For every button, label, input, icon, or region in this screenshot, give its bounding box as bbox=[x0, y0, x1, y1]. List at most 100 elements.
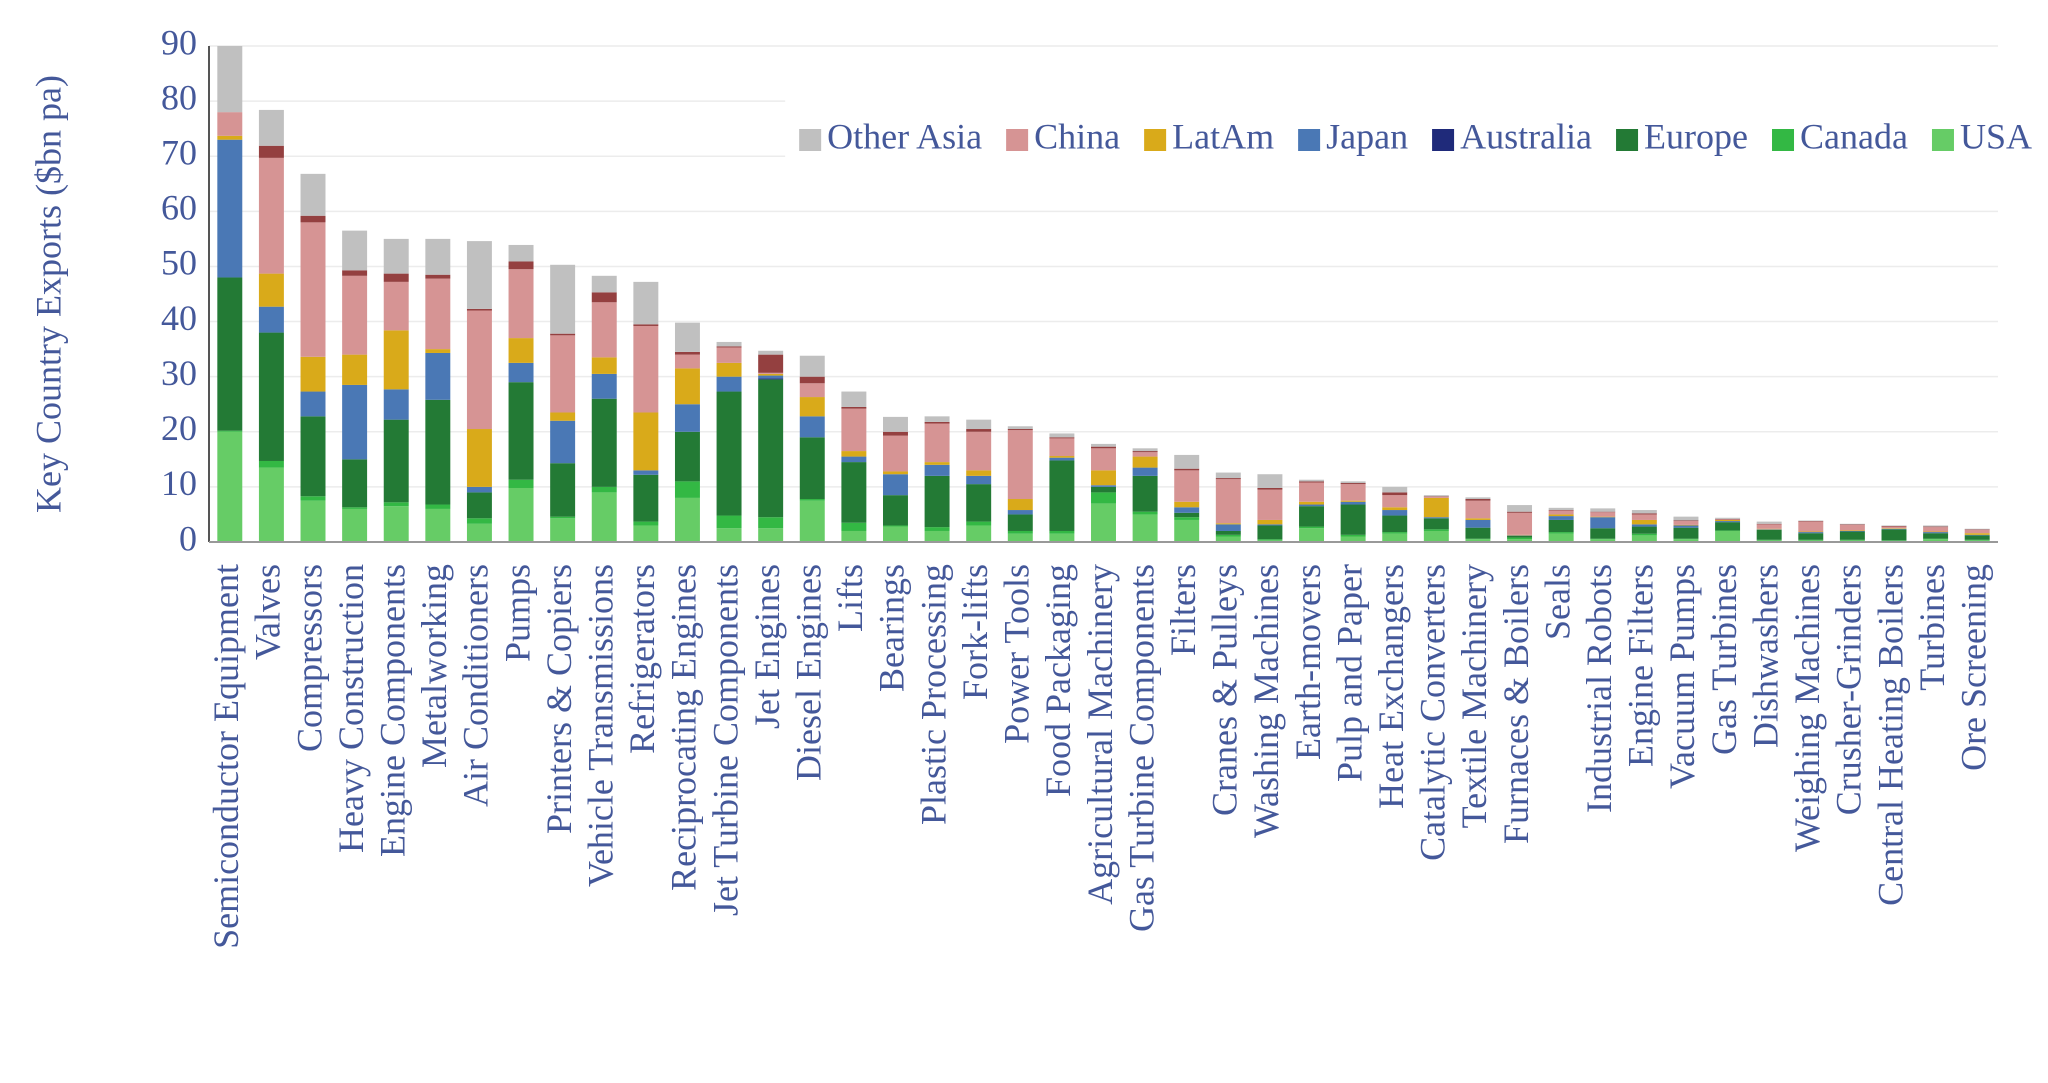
bar-segment bbox=[217, 139, 243, 278]
bar-segment bbox=[924, 527, 950, 531]
x-tick-label: Crusher-Grinders bbox=[1829, 564, 1869, 815]
bar-segment bbox=[1257, 539, 1283, 541]
x-tick-label: Compressors bbox=[289, 564, 329, 752]
bar-segment bbox=[383, 389, 409, 420]
x-tick-label: Furnaces & Boilers bbox=[1496, 564, 1536, 844]
bar-segment bbox=[1340, 501, 1366, 505]
bar-segment bbox=[1923, 526, 1949, 528]
bar-segment bbox=[882, 526, 908, 542]
bar-segment bbox=[924, 421, 950, 424]
bar-segment bbox=[1923, 525, 1949, 527]
bar-segment bbox=[1756, 529, 1782, 540]
bar-segment bbox=[1798, 521, 1824, 532]
bar-segment bbox=[1465, 500, 1491, 519]
bar-segment bbox=[466, 518, 492, 524]
bar-segment bbox=[1631, 533, 1657, 536]
x-tick-label: Catalytic Converters bbox=[1413, 564, 1453, 861]
bar-segment bbox=[1839, 524, 1865, 531]
bar-segment bbox=[1091, 485, 1116, 487]
bar-segment bbox=[466, 486, 492, 493]
bar-segment bbox=[1507, 537, 1533, 540]
bar-segment bbox=[1673, 524, 1699, 526]
legend-label: LatAm bbox=[1172, 116, 1274, 156]
bar-segment bbox=[1299, 506, 1325, 527]
bar-segment bbox=[1340, 536, 1366, 542]
bar-segment bbox=[508, 338, 534, 363]
bar-segment bbox=[1673, 539, 1699, 542]
bar-segment bbox=[1631, 510, 1657, 514]
bar-segment bbox=[300, 215, 326, 223]
bar-segment bbox=[1964, 534, 1990, 536]
bar-segment bbox=[1132, 514, 1158, 542]
bar-segment bbox=[674, 431, 700, 482]
bar-segment bbox=[1798, 531, 1824, 533]
bar-segment bbox=[1673, 527, 1699, 539]
bar-segment bbox=[1964, 535, 1990, 540]
bar-segment bbox=[758, 372, 784, 374]
x-tick-label: Pulp and Paper bbox=[1329, 564, 1369, 782]
bar-segment bbox=[1548, 510, 1574, 511]
bar-segment bbox=[1548, 532, 1574, 534]
bar-segment bbox=[674, 354, 700, 369]
x-tick-label: Vehicle Transmissions bbox=[581, 564, 621, 887]
bar-segment bbox=[466, 241, 492, 309]
legend-swatch bbox=[1144, 129, 1167, 151]
bar-segment bbox=[1382, 492, 1408, 496]
bar-segment bbox=[1881, 529, 1907, 541]
bar-segment bbox=[1715, 530, 1741, 542]
bar-segment bbox=[716, 346, 742, 348]
x-tick-label: Diesel Engines bbox=[789, 564, 829, 781]
bar-segment bbox=[1465, 527, 1491, 539]
bar-segment bbox=[633, 281, 659, 325]
bar-segment bbox=[1174, 501, 1200, 508]
bar-segment bbox=[1299, 528, 1325, 542]
bar-segment bbox=[550, 264, 576, 334]
bar-segment bbox=[1465, 519, 1491, 528]
bar-segment bbox=[882, 416, 908, 432]
bar-segment bbox=[508, 244, 534, 262]
bar-segment bbox=[1215, 536, 1241, 542]
bar-segment bbox=[1715, 519, 1741, 522]
bar-segment bbox=[758, 517, 784, 529]
x-tick-label: Earth-movers bbox=[1288, 564, 1328, 760]
bar-segment bbox=[591, 492, 617, 542]
x-tick-label: Industrial Robots bbox=[1579, 564, 1619, 813]
bar-segment bbox=[1631, 524, 1657, 527]
bar-segment bbox=[1091, 446, 1116, 449]
bar-segment bbox=[1091, 448, 1116, 471]
bar-segment bbox=[841, 451, 867, 457]
bar-segment bbox=[1257, 489, 1283, 520]
bar-segment bbox=[1673, 520, 1699, 522]
bar-segment bbox=[1839, 524, 1865, 525]
x-tick-label: Cranes & Pulleys bbox=[1205, 564, 1245, 816]
bar-segment bbox=[1299, 481, 1325, 483]
bar-segment bbox=[466, 429, 492, 487]
bar-segment bbox=[425, 504, 451, 509]
bar-segment bbox=[1881, 526, 1907, 529]
bar-segment bbox=[1215, 523, 1241, 525]
bar-segment bbox=[466, 308, 492, 311]
bar-segment bbox=[1423, 496, 1449, 498]
bar-segment bbox=[1631, 514, 1657, 520]
bar-segment bbox=[1465, 497, 1491, 500]
bar-segment bbox=[1299, 501, 1325, 505]
bar-segment bbox=[258, 157, 284, 274]
bar-segment bbox=[758, 375, 784, 379]
x-tick-label: Seals bbox=[1537, 564, 1577, 640]
legend-background bbox=[785, 98, 2046, 182]
bar-segment bbox=[217, 112, 243, 136]
bar-segment bbox=[508, 382, 534, 480]
bar-segment bbox=[1215, 479, 1241, 524]
x-tick-label: Agricultural Machinery bbox=[1080, 564, 1120, 905]
bar-segment bbox=[1007, 533, 1033, 542]
bar-segment bbox=[466, 310, 492, 430]
x-tick-label: Heat Exchangers bbox=[1371, 564, 1411, 809]
bar-segment bbox=[716, 515, 742, 529]
bar-segment bbox=[924, 475, 950, 528]
bar-segment bbox=[1382, 515, 1408, 533]
bar-segment bbox=[1215, 534, 1241, 537]
bar-segment bbox=[1091, 492, 1116, 504]
bar-segment bbox=[1049, 456, 1075, 458]
bar-segment bbox=[1465, 518, 1491, 520]
